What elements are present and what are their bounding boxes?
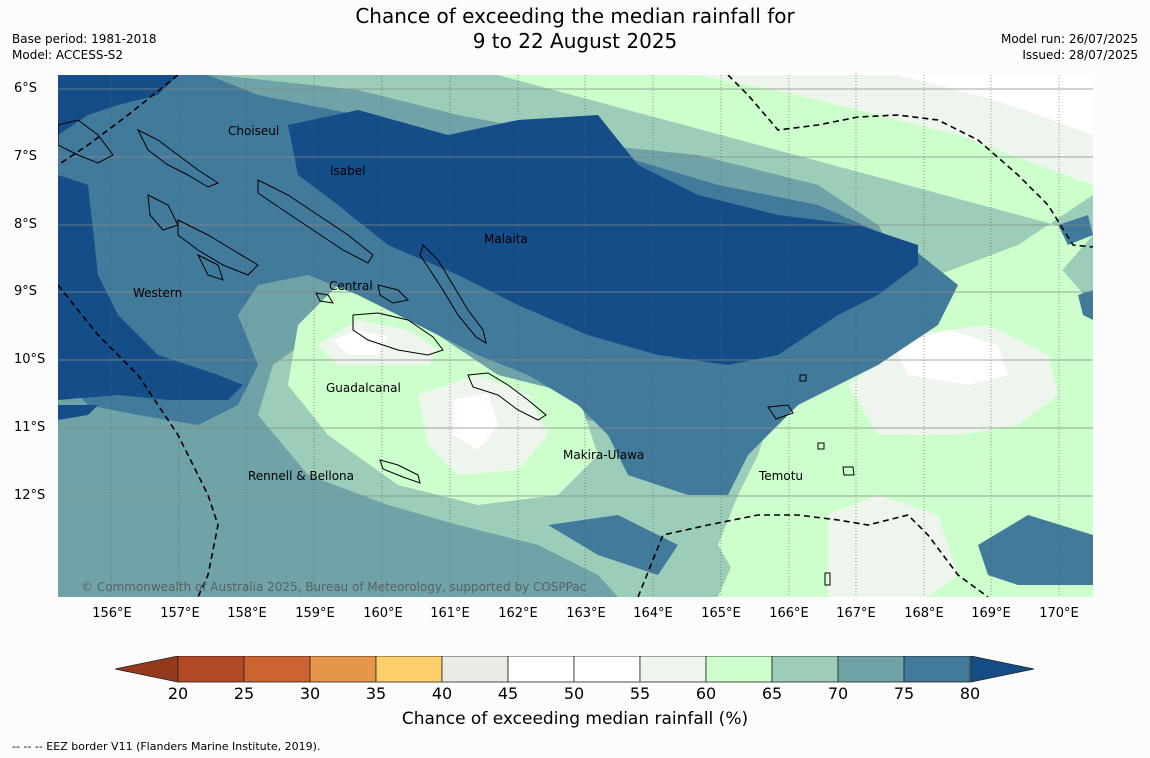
colorbar-cells <box>177 656 971 683</box>
colorbar-tick-label: 50 <box>563 684 585 703</box>
label-central: Central <box>329 279 373 293</box>
makira-island <box>467 372 547 421</box>
lon-label: 164°E <box>633 606 673 621</box>
map-title: Chance of exceeding the median rainfall … <box>0 4 1150 54</box>
isabel-island <box>257 179 374 264</box>
base-period: Base period: 1981-2018 <box>12 32 157 46</box>
gridlines <box>110 75 1060 597</box>
lat-label: 9°S <box>14 284 38 299</box>
coastlines <box>58 119 855 586</box>
band-55-60 <box>318 75 1093 597</box>
malaita-island <box>419 244 487 345</box>
rennell-island <box>379 459 421 484</box>
colorbar <box>115 656 1035 683</box>
choiseul-island <box>136 128 220 188</box>
run-info: Model run: 26/07/2025 Issued: 28/07/2025 <box>1001 31 1138 63</box>
colorbar-cell <box>243 656 311 683</box>
central-islands <box>315 284 410 304</box>
colorbar-cell <box>375 656 443 683</box>
colorbar-cell <box>309 656 377 683</box>
lon-label: 168°E <box>904 606 944 621</box>
colorbar-tick-label: 55 <box>629 684 651 703</box>
colorbar-tick-label: 80 <box>959 684 981 703</box>
label-western: Western <box>133 286 183 300</box>
label-temotu: Temotu <box>759 469 804 483</box>
colorbar-tick-label: 20 <box>167 684 189 703</box>
rainfall-map <box>58 75 1093 597</box>
colorbar-title: Chance of exceeding median rainfall (%) <box>401 709 749 729</box>
lon-label: 162°E <box>498 606 538 621</box>
band-50-55 <box>333 75 1093 450</box>
lon-label: 165°E <box>701 606 741 621</box>
colorbar-high-extend <box>970 656 1035 683</box>
lon-label: 167°E <box>836 606 876 621</box>
label-choiseul: Choiseul <box>228 124 280 138</box>
contour-map-svg <box>58 75 1093 597</box>
copyright-notice: © Commonwealth of Australia 2025, Bureau… <box>81 580 587 594</box>
lon-label: 166°E <box>769 606 809 621</box>
colorbar-cell <box>771 656 839 683</box>
lat-label: 7°S <box>14 149 38 164</box>
base-info: Base period: 1981-2018 Model: ACCESS-S2 <box>12 31 157 63</box>
lon-label: 170°E <box>1039 606 1079 621</box>
lon-label: 163°E <box>566 606 606 621</box>
label-malaita: Malaita <box>484 232 528 246</box>
guadalcanal-island <box>352 312 444 356</box>
colorbar-tick-label: 35 <box>365 684 387 703</box>
lat-label: 11°S <box>14 420 46 435</box>
colorbar-tick-label: 40 <box>431 684 453 703</box>
lon-label: 157°E <box>160 606 200 621</box>
label-guadalcanal: Guadalcanal <box>326 381 401 395</box>
band-75-80-se <box>548 215 1093 585</box>
lat-label: 12°S <box>14 488 46 503</box>
colorbar-tick-label: 70 <box>827 684 849 703</box>
band-above-80 <box>288 110 918 365</box>
colorbar-tick-label: 65 <box>761 684 783 703</box>
lat-label: 6°S <box>14 81 38 96</box>
label-makira-ulawa: Makira-Ulawa <box>563 448 645 462</box>
colorbar-cell <box>903 656 971 683</box>
lon-label: 159°E <box>295 606 335 621</box>
colorbar-cell <box>177 656 245 683</box>
eez-legend: -- -- -- EEZ border V11 (Flanders Marine… <box>12 740 321 753</box>
lon-label: 156°E <box>92 606 132 621</box>
colorbar-cell <box>705 656 773 683</box>
colorbar-cell <box>507 656 575 683</box>
model-name: Model: ACCESS-S2 <box>12 48 124 62</box>
colorbar-tick-label: 60 <box>695 684 717 703</box>
band-above-80-west <box>58 75 243 420</box>
lat-label: 10°S <box>14 352 46 367</box>
lon-label: 161°E <box>430 606 470 621</box>
eez-border <box>58 75 1093 597</box>
label-isabel: Isabel <box>330 164 366 178</box>
colorbar-tick-label: 45 <box>497 684 519 703</box>
label-rennell-bellona: Rennell & Bellona <box>248 469 355 483</box>
colorbar-tick-label: 30 <box>299 684 321 703</box>
western-islands <box>58 119 259 281</box>
model-run: Model run: 26/07/2025 <box>1000 32 1138 46</box>
colorbar-cell <box>441 656 509 683</box>
colorbar-cell <box>837 656 905 683</box>
lat-label: 8°S <box>14 217 38 232</box>
title-line-1: Chance of exceeding the median rainfall … <box>355 4 795 28</box>
colorbar-cell <box>573 656 641 683</box>
temotu-islands <box>767 374 855 586</box>
lon-label: 169°E <box>971 606 1011 621</box>
colorbar-tick-label: 75 <box>893 684 915 703</box>
lon-label: 158°E <box>227 606 267 621</box>
colorbar-cell <box>639 656 707 683</box>
issued-date: Issued: 28/07/2025 <box>1022 48 1138 62</box>
latitude-lines <box>58 88 1093 497</box>
colorbar-tick-label: 25 <box>233 684 255 703</box>
lon-label: 160°E <box>363 606 403 621</box>
title-line-2: 9 to 22 August 2025 <box>472 29 678 53</box>
colorbar-low-extend <box>115 656 179 683</box>
